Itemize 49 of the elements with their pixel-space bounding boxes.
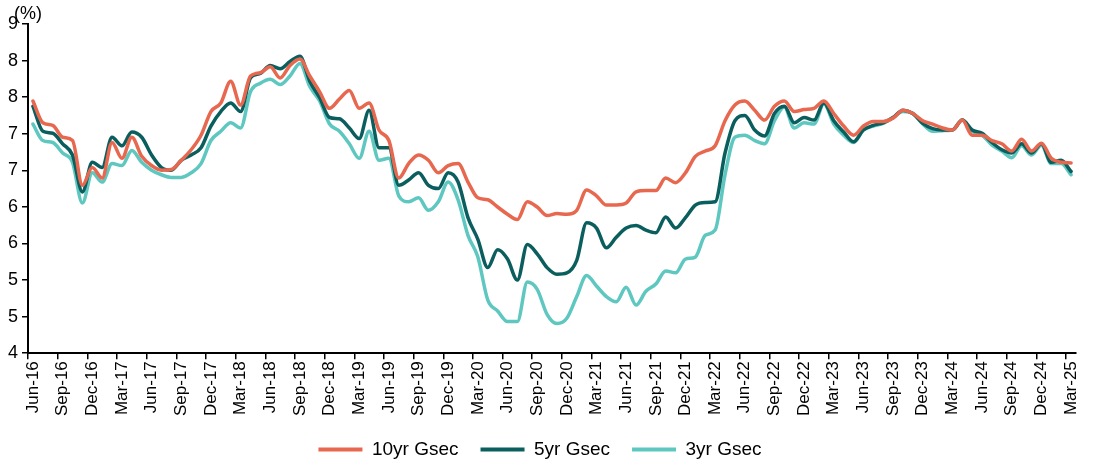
legend-label: 10yr Gsec	[371, 437, 459, 459]
x-tick-label: Mar-22	[704, 361, 724, 416]
x-tick-label: Mar-19	[348, 361, 368, 416]
x-tick-label: Jun-18	[259, 361, 279, 414]
x-tick-label: Sep-24	[1001, 361, 1021, 417]
line-series	[31, 57, 1073, 222]
x-tick-label: Jun-21	[615, 361, 635, 414]
x-tick-label: Mar-21	[586, 361, 606, 416]
y-tick-label: 6	[8, 195, 19, 216]
y-tick-label: 5	[8, 269, 19, 290]
x-tick-label: Dec-24	[1031, 361, 1051, 416]
x-tick-label: Sep-19	[408, 361, 428, 417]
x-tick-label: Jun-22	[734, 361, 754, 414]
y-tick-label: 5	[8, 305, 19, 326]
x-tick-label: Dec-19	[437, 361, 457, 416]
x-tick-label: Sep-22	[764, 361, 784, 417]
x-tick-label: Sep-23	[882, 361, 902, 417]
x-tick-label: Mar-24	[942, 361, 962, 416]
x-tick-label: Jun-20	[497, 361, 517, 414]
x-tick-label: Sep-18	[289, 361, 309, 417]
x-tick-label: Dec-21	[675, 361, 695, 416]
x-tick-label: Dec-17	[200, 361, 220, 416]
x-tick-label: Dec-18	[319, 361, 339, 416]
x-tick-label: Jun-17	[141, 361, 161, 414]
x-tick-label: Dec-20	[556, 361, 576, 416]
y-tick-label: 8	[8, 86, 19, 107]
x-tick-label: Sep-21	[645, 361, 665, 417]
x-tick-label: Sep-16	[52, 361, 72, 417]
x-tick-label: Sep-17	[170, 361, 190, 417]
x-tick-label: Jun-19	[378, 361, 398, 414]
y-tick-label: 4	[8, 342, 19, 363]
x-tick-label: Mar-25	[1060, 361, 1080, 416]
y-tick-label: 7	[8, 122, 19, 143]
x-tick-label: Jun-23	[853, 361, 873, 414]
legend-label: 5yr Gsec	[534, 437, 611, 459]
x-tick-label: Mar-18	[230, 361, 250, 416]
y-tick-label: 6	[8, 232, 19, 253]
y-tick-label: 8	[8, 49, 19, 70]
x-tick-label: Mar-20	[467, 361, 487, 416]
x-tick-label: Jun-24	[971, 361, 991, 414]
x-tick-label: Dec-22	[793, 361, 813, 416]
x-tick-label: Jun-16	[22, 361, 42, 414]
x-tick-label: Mar-23	[823, 361, 843, 416]
x-tick-label: Dec-16	[81, 361, 101, 416]
y-tick-label: 7	[8, 159, 19, 180]
x-tick-label: Mar-17	[111, 361, 131, 416]
x-tick-label: Sep-20	[526, 361, 546, 417]
x-tick-label: Dec-23	[912, 361, 932, 416]
legend-label: 3yr Gsec	[685, 437, 762, 459]
